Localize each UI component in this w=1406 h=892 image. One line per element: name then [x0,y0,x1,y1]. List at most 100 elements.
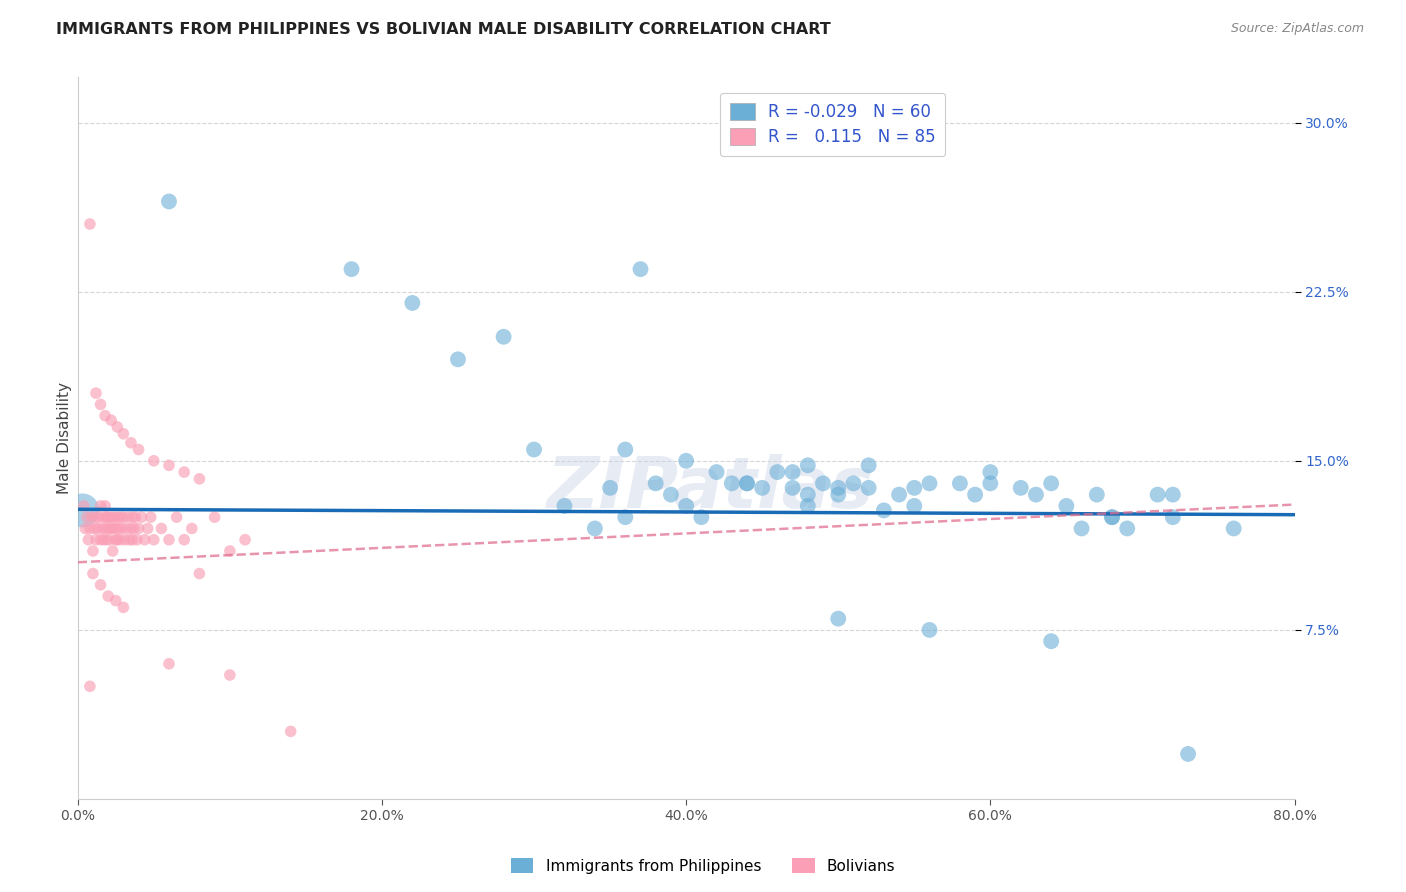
Point [134,533,156,547]
Point [782,465,804,479]
Point [101,521,124,535]
Point [797,488,820,502]
Point [128,521,150,535]
Point [79,679,101,693]
Point [218,544,240,558]
Point [644,476,666,491]
Text: Source: ZipAtlas.com: Source: ZipAtlas.com [1230,22,1364,36]
Point [1040,476,1063,491]
Point [93,533,115,547]
Point [659,488,682,502]
Point [87,510,110,524]
Text: IMMIGRANTS FROM PHILIPPINES VS BOLIVIAN MALE DISABILITY CORRELATION CHART: IMMIGRANTS FROM PHILIPPINES VS BOLIVIAN … [56,22,831,37]
Point [166,510,188,524]
Point [735,476,758,491]
Point [117,510,139,524]
Point [173,533,195,547]
Point [94,499,117,513]
Point [218,668,240,682]
Point [110,533,132,547]
Point [79,217,101,231]
Point [112,510,135,524]
Point [842,476,865,491]
Point [101,544,124,558]
Point [720,476,742,491]
Point [599,481,621,495]
Point [91,521,114,535]
Point [93,510,115,524]
Point [97,589,120,603]
Point [77,533,100,547]
Point [1222,521,1244,535]
Point [103,510,125,524]
Point [1101,510,1123,524]
Point [873,503,896,517]
Point [82,566,104,581]
Point [142,533,165,547]
Point [903,481,925,495]
Point [180,521,202,535]
Point [827,481,849,495]
Point [965,488,987,502]
Point [583,521,606,535]
Point [233,533,256,547]
Point [120,435,142,450]
Legend: R = -0.029   N = 60, R =   0.115   N = 85: R = -0.029 N = 60, R = 0.115 N = 85 [720,93,945,156]
Point [79,521,101,535]
Point [1177,747,1199,761]
Point [125,533,148,547]
Point [188,472,211,486]
Point [100,413,122,427]
Point [100,510,122,524]
Point [811,476,834,491]
Point [157,533,180,547]
Point [104,593,127,607]
Point [675,454,697,468]
Point [979,465,1001,479]
Point [115,521,138,535]
Point [827,488,849,502]
Point [797,458,820,473]
Point [150,521,173,535]
Point [111,521,134,535]
Point [98,533,121,547]
Point [204,510,226,524]
Y-axis label: Male Disability: Male Disability [58,383,72,494]
Point [110,510,132,524]
Point [86,521,108,535]
Point [128,442,150,457]
Point [630,262,652,277]
Point [84,386,107,401]
Point [112,426,135,441]
Point [1070,521,1092,535]
Legend: Immigrants from Philippines, Bolivians: Immigrants from Philippines, Bolivians [505,852,901,880]
Point [1085,488,1108,502]
Point [124,510,146,524]
Point [157,458,180,473]
Point [105,420,128,434]
Point [120,521,142,535]
Point [157,194,180,209]
Point [105,510,128,524]
Point [136,521,159,535]
Point [887,488,910,502]
Point [104,521,127,535]
Point [1116,521,1139,535]
Point [675,499,697,513]
Point [104,533,127,547]
Point [340,262,363,277]
Point [1161,488,1184,502]
Point [1010,481,1032,495]
Point [614,442,637,457]
Point [100,521,122,535]
Point [751,481,773,495]
Point [735,476,758,491]
Point [173,465,195,479]
Point [76,510,98,524]
Point [492,330,515,344]
Point [114,533,136,547]
Point [131,510,153,524]
Point [766,465,789,479]
Point [75,521,97,535]
Point [782,481,804,495]
